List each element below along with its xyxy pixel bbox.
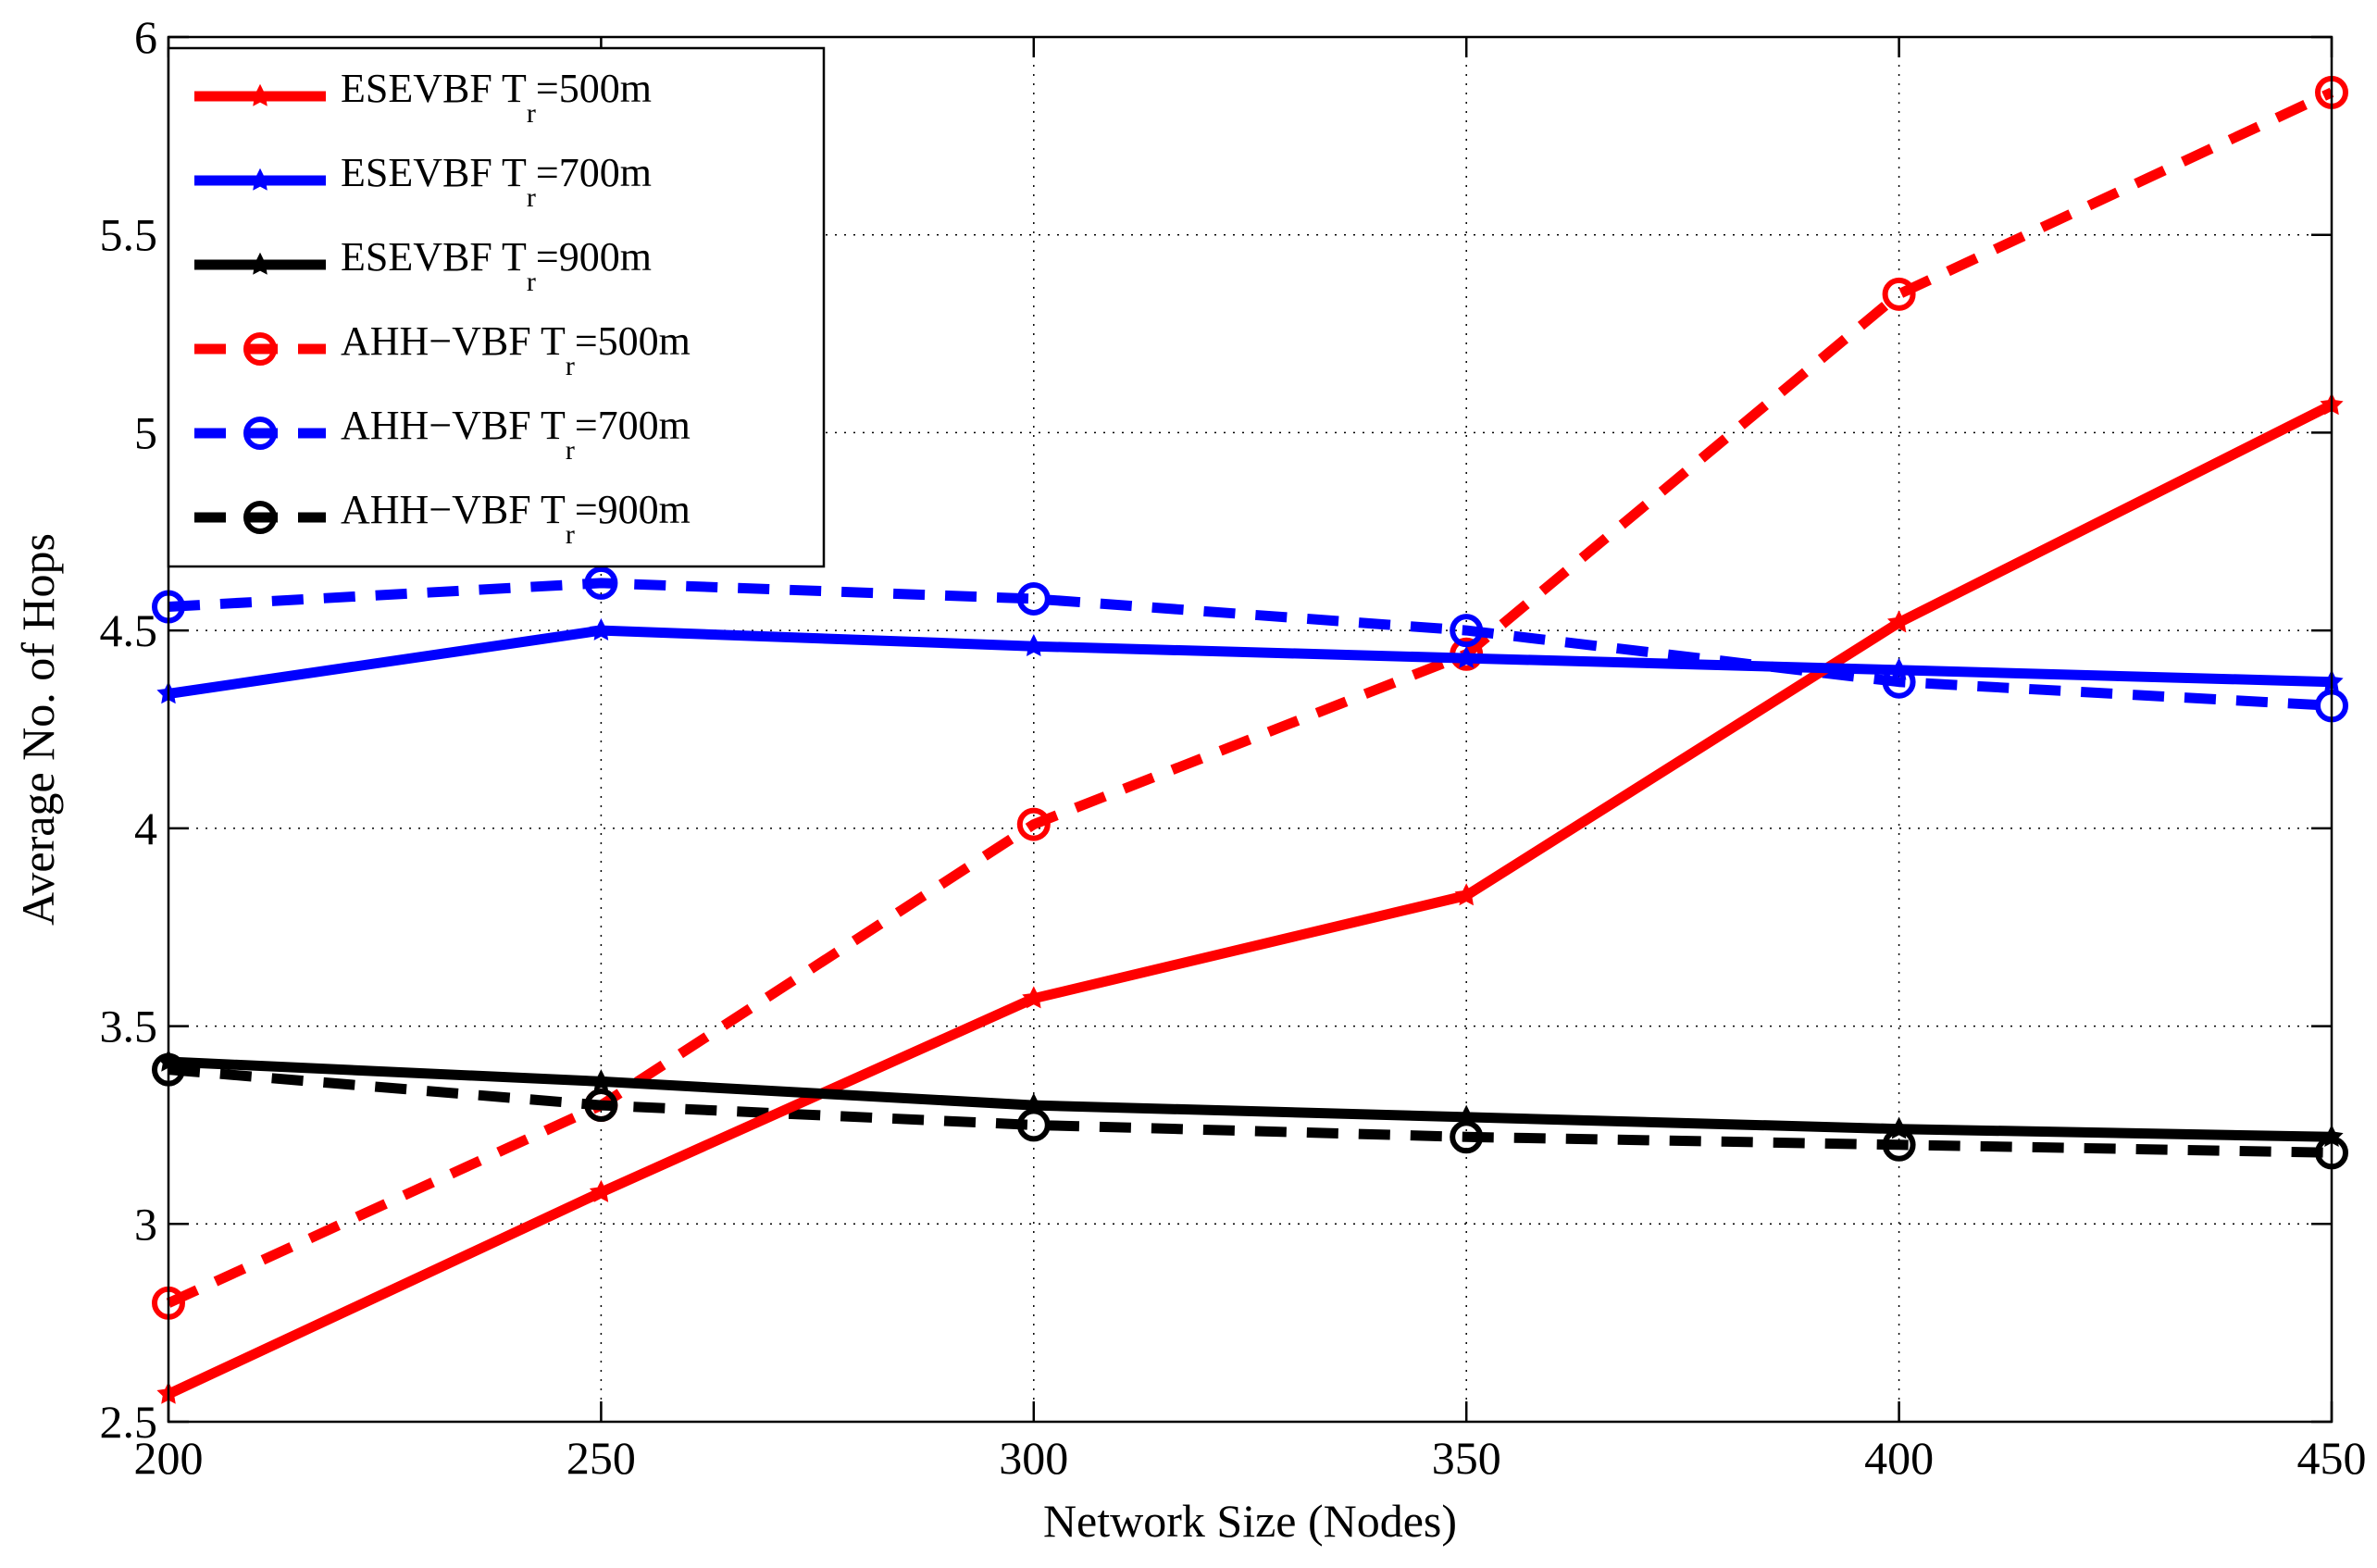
y-tick-label: 3.5 <box>100 1001 158 1052</box>
plot-frame <box>167 35 2333 1424</box>
legend-label-suffix: =900m <box>575 487 691 532</box>
legend-label: AHH−VBF Tr=900m <box>341 487 691 550</box>
data-point <box>584 566 618 600</box>
series-group <box>156 392 2344 1404</box>
legend-label-suffix: =500m <box>575 318 691 364</box>
data-point <box>1022 1092 1046 1115</box>
legend-label-main: ESEVBF T <box>341 234 527 280</box>
data-point <box>1016 581 1051 616</box>
legend-label: AHH−VBF Tr=500m <box>341 318 691 381</box>
y-tick-label: 6 <box>134 11 157 63</box>
x-tick-label: 250 <box>566 1432 636 1484</box>
series-line <box>166 400 2334 1400</box>
data-point <box>589 617 614 641</box>
legend-item: ESEVBF Tr=500m <box>194 66 652 129</box>
data-point <box>1450 614 1484 648</box>
series-line <box>168 625 2333 699</box>
x-tick-label: 200 <box>134 1432 204 1484</box>
data-point <box>1882 277 1916 311</box>
legend-label-subscript: r <box>566 351 575 381</box>
legend-label-subscript: r <box>527 182 536 213</box>
y-axis-label: Average No. of Hops <box>12 533 64 926</box>
y-tick-label: 4.5 <box>100 604 158 656</box>
data-point <box>1886 610 1911 633</box>
legend-label: ESEVBF Tr=500m <box>341 66 652 129</box>
legend-label-main: AHH−VBF T <box>341 403 566 448</box>
x-tick-label: 350 <box>1432 1432 1501 1484</box>
legend-marker <box>243 501 277 534</box>
legend-label-subscript: r <box>566 435 575 466</box>
legend-label-suffix: =500m <box>536 66 652 111</box>
legend-label: AHH−VBF Tr=700m <box>341 403 691 466</box>
x-tick-label: 400 <box>1864 1432 1934 1484</box>
data-point <box>1454 645 1478 668</box>
y-tick-label: 2.5 <box>100 1396 158 1448</box>
y-tick-label: 4 <box>134 803 157 854</box>
legend-label-main: ESEVBF T <box>341 66 527 111</box>
y-tick-label: 5.5 <box>100 209 158 261</box>
x-tick-label: 450 <box>2297 1432 2367 1484</box>
data-point <box>584 1089 618 1123</box>
data-point <box>1454 1104 1478 1127</box>
legend-item: AHH−VBF Tr=700m <box>194 403 691 466</box>
legend-item: AHH−VBF Tr=500m <box>194 318 691 381</box>
legend-label: ESEVBF Tr=900m <box>341 234 652 297</box>
x-axis-label: Network Size (Nodes) <box>1043 1495 1457 1547</box>
legend-marker <box>243 332 277 366</box>
data-point <box>1454 883 1478 906</box>
legend-item: AHH−VBF Tr=900m <box>194 487 691 550</box>
legend-item: ESEVBF Tr=700m <box>194 150 652 213</box>
legend-box <box>167 46 826 568</box>
series-lines <box>152 75 2348 1404</box>
data-point <box>1886 657 1911 680</box>
legend-marker <box>248 168 272 191</box>
series-group <box>156 1049 2344 1147</box>
data-point <box>1022 986 1046 1009</box>
legend-label-subscript: r <box>527 98 536 129</box>
y-tick-label: 5 <box>134 406 157 458</box>
legend-label-suffix: =900m <box>536 234 652 280</box>
legend-label-subscript: r <box>527 267 536 297</box>
legend-marker <box>243 417 277 450</box>
legend-label-suffix: =700m <box>536 150 652 195</box>
legend-label-suffix: =700m <box>575 403 691 448</box>
legend-item: ESEVBF Tr=900m <box>194 234 652 297</box>
y-tick-label: 3 <box>134 1198 157 1250</box>
series-line <box>168 1056 2333 1142</box>
legend-label: ESEVBF Tr=700m <box>341 150 652 213</box>
legend-marker <box>248 252 272 275</box>
legend-label-main: AHH−VBF T <box>341 487 566 532</box>
x-tick-label: 300 <box>999 1432 1068 1484</box>
legend-label-main: AHH−VBF T <box>341 318 566 364</box>
data-point <box>1886 1116 1911 1139</box>
legend-marker <box>248 83 272 106</box>
series-line <box>166 87 2334 1308</box>
data-point <box>589 1069 614 1092</box>
series-group <box>156 617 2344 704</box>
legend-label-subscript: r <box>566 519 575 550</box>
data-point <box>1022 633 1046 656</box>
legend-label-main: ESEVBF T <box>341 150 527 195</box>
data-point <box>1016 807 1051 841</box>
data-point <box>589 1179 614 1202</box>
series-group <box>152 566 2348 723</box>
axes: 200 250 300 350 400 450 2.5 3 3.5 4 4.5 5 5.5 6 Networ… <box>12 11 2367 1547</box>
